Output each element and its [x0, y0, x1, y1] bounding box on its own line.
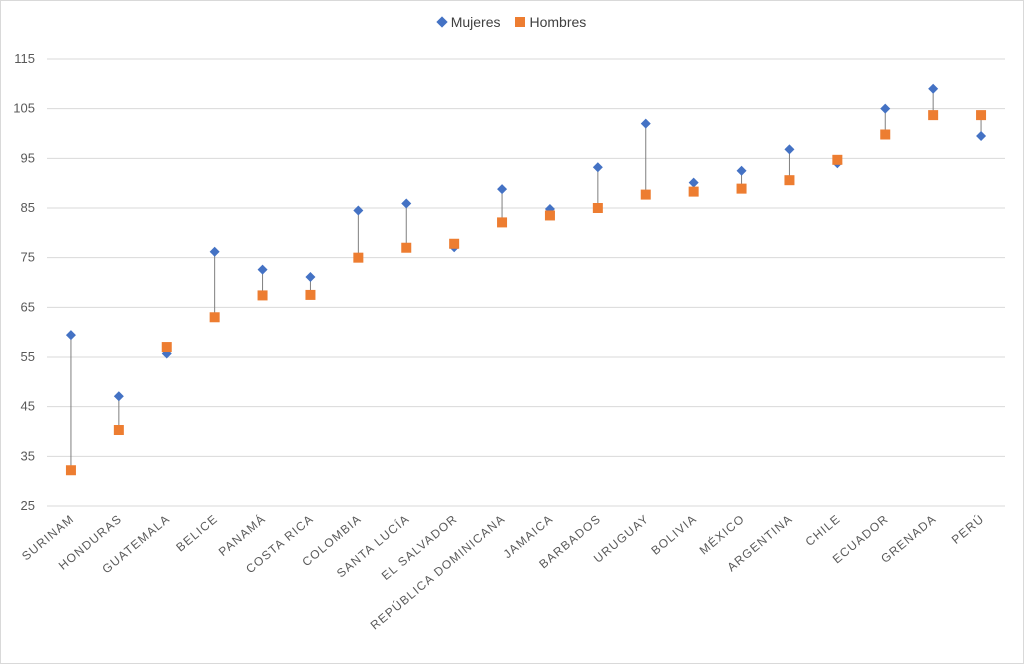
y-tick-label: 65 [21, 299, 35, 314]
mujeres-point [784, 144, 795, 155]
y-tick-label: 25 [21, 498, 35, 513]
legend-item-mujeres: Mujeres [436, 14, 501, 30]
y-tick-label: 115 [14, 51, 35, 66]
mujeres-point [688, 177, 699, 188]
hombres-point [305, 289, 316, 300]
mujeres-point [928, 83, 939, 94]
hombres-point [736, 183, 747, 194]
hombres-point [688, 186, 699, 197]
hombres-point [880, 129, 891, 140]
y-tick-label: 85 [21, 200, 35, 215]
y-tick-label: 55 [21, 349, 35, 364]
hombres-point [209, 312, 220, 323]
mujeres-point [592, 162, 603, 173]
hombres-point [640, 189, 651, 200]
hombres-point [161, 342, 172, 353]
mujeres-point [65, 330, 76, 341]
legend-item-hombres: Hombres [514, 14, 587, 30]
mujeres-point [640, 118, 651, 129]
y-tick-label: 105 [13, 101, 35, 116]
hombres-point [544, 210, 555, 221]
hombres-point [832, 154, 843, 165]
legend-label-hombres: Hombres [529, 14, 587, 30]
mujeres-point [353, 205, 364, 216]
category-label: BELICE [173, 512, 220, 555]
legend: Mujeres Hombres [0, 14, 1024, 30]
hombres-point [928, 110, 939, 121]
y-tick-label: 95 [21, 150, 35, 165]
hombres-point [257, 290, 268, 301]
mujeres-point [257, 264, 268, 275]
hombres-point [497, 217, 508, 228]
hombres-point [592, 203, 603, 213]
hombres-point [976, 110, 987, 121]
mujeres-point [880, 103, 891, 114]
mujeres-point [113, 391, 124, 402]
category-label: BOLIVIA [648, 512, 699, 558]
hombres-point [401, 242, 412, 253]
mujeres-point [736, 165, 747, 176]
hombres-square-icon [514, 17, 525, 27]
hombres-point [65, 465, 76, 476]
mujeres-point [401, 198, 412, 209]
y-tick-label: 45 [21, 399, 35, 414]
hombres-point [353, 252, 364, 263]
mujeres-point [305, 272, 316, 283]
hombres-point [449, 238, 460, 249]
mujeres-point [209, 246, 220, 257]
y-tick-label: 35 [21, 448, 35, 463]
y-tick-label: 75 [21, 250, 35, 265]
category-label: CHILE [803, 512, 844, 549]
hombres-point [784, 175, 795, 186]
category-label: PERÚ [948, 511, 987, 547]
legend-label-mujeres: Mujeres [450, 14, 501, 30]
mujeres-point [497, 184, 508, 195]
mujeres-point [976, 130, 987, 141]
hombres-point [113, 425, 124, 436]
